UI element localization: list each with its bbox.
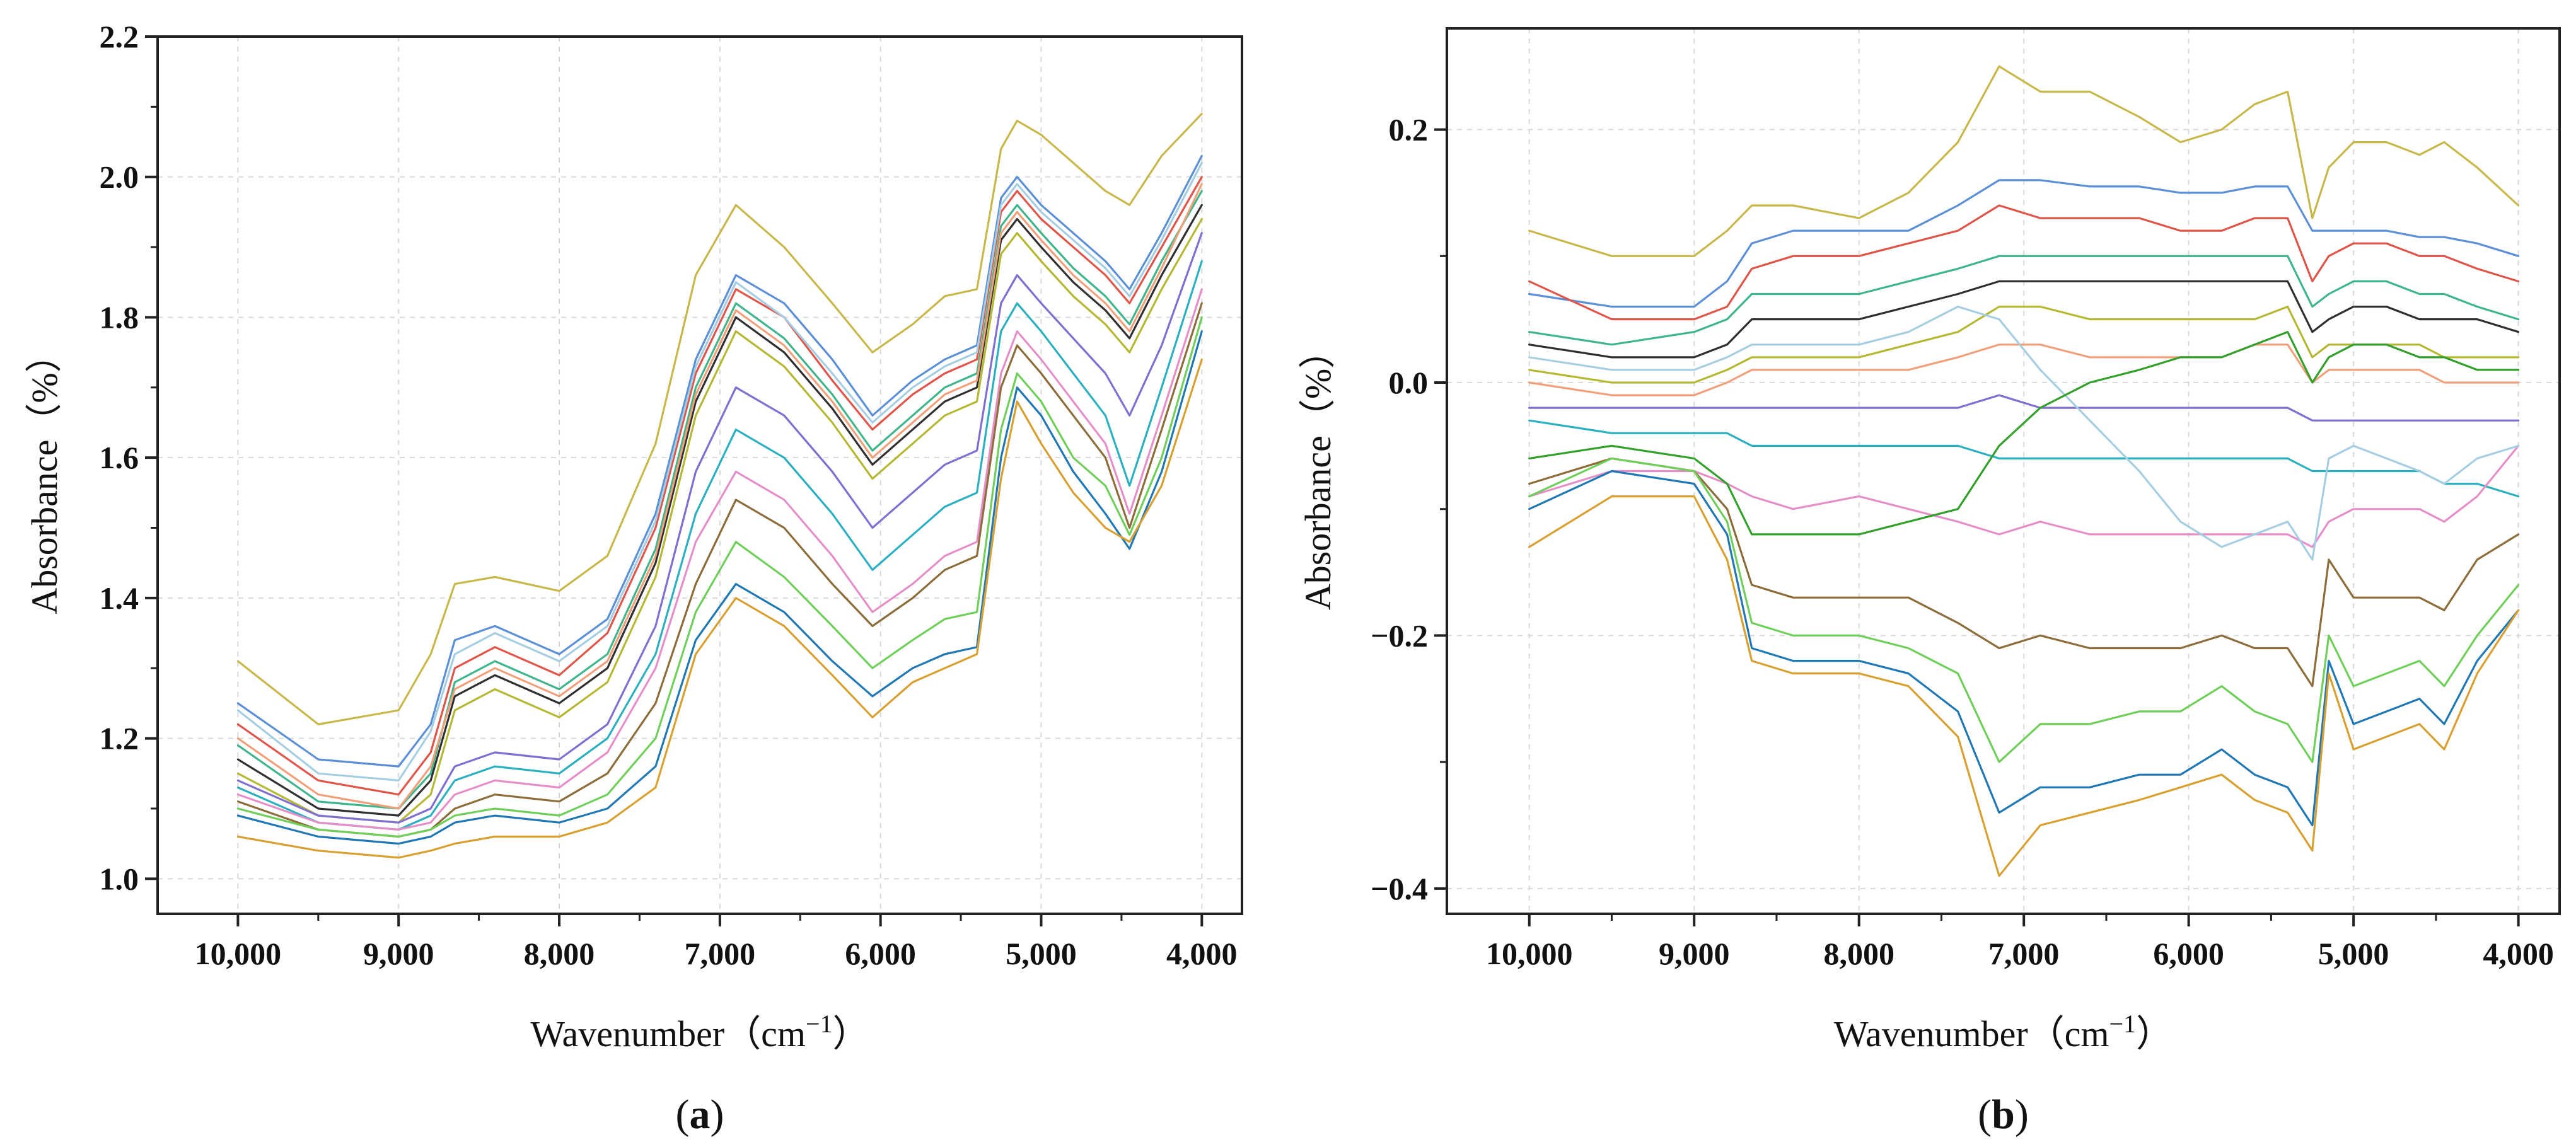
series-line — [236, 217, 1203, 824]
series-line — [236, 330, 1203, 845]
series-line — [236, 316, 1203, 838]
series-line — [1528, 280, 2520, 359]
y-tick-label: −0.4 — [1371, 871, 1428, 906]
series-line — [236, 302, 1203, 838]
series-line — [236, 204, 1203, 817]
x-tick-label: 6,000 — [2153, 936, 2224, 971]
x-axis-label-paren-open: （ — [2028, 1013, 2065, 1054]
x-axis-label: Wavenumber（cm−1） — [1834, 1010, 2173, 1055]
series-line — [1528, 65, 2520, 257]
axis-ticks: 10,000 9,000 8,000 7,000 6,000 5,000 4,000 −0.4… — [1371, 112, 2554, 971]
series-line — [1528, 179, 2520, 308]
x-axis-label-paren-close: ） — [2136, 1013, 2173, 1054]
x-tick-label: 5,000 — [2318, 936, 2389, 971]
x-tick-label: 8,000 — [1823, 936, 1894, 971]
y-tick-label: 0.0 — [1389, 365, 1429, 400]
plot-frame — [1446, 27, 2561, 915]
series-line — [236, 232, 1203, 824]
panel-label: (a) — [676, 1092, 724, 1138]
y-axis-label: Absorbance（%） — [24, 336, 65, 614]
x-axis-unit-exponent: −1 — [2109, 1010, 2137, 1038]
series-line — [236, 288, 1203, 831]
x-tick-label: 6,000 — [845, 936, 916, 971]
y-axis-label: Absorbance（%） — [1297, 332, 1338, 610]
y-tick-label: 1.4 — [100, 580, 139, 616]
x-axis-unit-exponent: −1 — [806, 1010, 833, 1038]
y-tick-label: 2.2 — [100, 19, 139, 54]
series-line — [1528, 495, 2520, 877]
series-line — [236, 190, 1203, 810]
series-line — [1528, 331, 2520, 536]
chart-panel-a: 10,000 9,000 8,000 7,000 6,000 5,000 4,000 1.0 1… — [24, 19, 1243, 1138]
series-line — [1528, 343, 2520, 396]
x-axis-unit: cm — [761, 1013, 806, 1054]
series-line — [1528, 204, 2520, 321]
series-line — [236, 161, 1203, 781]
series-line — [236, 112, 1203, 725]
x-tick-label: 9,000 — [1659, 936, 1730, 971]
y-tick-label: 1.6 — [100, 440, 139, 475]
x-tick-label: 9,000 — [363, 936, 434, 971]
series-line — [236, 260, 1203, 831]
series-line — [1528, 444, 2520, 548]
x-axis-label-paren-open: （ — [724, 1013, 761, 1054]
x-axis-label-paren-close: ） — [833, 1013, 869, 1054]
grid-lines — [158, 36, 1242, 914]
x-axis-label-text: Wavenumber — [1834, 1013, 2028, 1054]
chart-panel-b: 10,000 9,000 8,000 7,000 6,000 5,000 4,000 −0.4… — [1297, 27, 2561, 1138]
x-tick-label: 4,000 — [1166, 936, 1238, 971]
series-line — [1528, 419, 2520, 498]
panel-letter: a — [690, 1092, 711, 1138]
series-line — [1528, 457, 2520, 688]
y-tick-label: −0.2 — [1371, 618, 1428, 653]
axis-ticks: 10,000 9,000 8,000 7,000 6,000 5,000 4,000 1.0 1… — [100, 19, 1238, 971]
series-line — [236, 358, 1203, 859]
series-lines — [1528, 65, 2520, 877]
x-tick-label: 7,000 — [685, 936, 756, 971]
series-line — [1528, 394, 2520, 422]
y-tick-label: 1.8 — [100, 299, 139, 335]
y-tick-label: 1.0 — [100, 861, 139, 896]
series-line — [1528, 255, 2520, 346]
x-tick-label: 8,000 — [524, 936, 595, 971]
x-tick-label: 5,000 — [1006, 936, 1077, 971]
x-axis-unit: cm — [2065, 1013, 2109, 1054]
x-axis-label: Wavenumber（cm−1） — [530, 1010, 869, 1055]
y-tick-label: 0.2 — [1389, 112, 1429, 147]
panel-label: (b) — [1978, 1092, 2029, 1138]
x-tick-label: 4,000 — [2483, 936, 2554, 971]
series-lines — [236, 112, 1203, 859]
series-line — [1528, 457, 2520, 763]
series-line — [1528, 470, 2520, 827]
series-line — [236, 176, 1203, 796]
x-axis-label-text: Wavenumber — [530, 1013, 724, 1054]
x-tick-label: 10,000 — [1486, 936, 1573, 971]
x-tick-label: 10,000 — [195, 936, 282, 971]
series-line — [236, 183, 1203, 810]
y-tick-label: 1.2 — [100, 721, 139, 756]
x-tick-label: 7,000 — [1988, 936, 2060, 971]
panel-letter: b — [1992, 1092, 2015, 1138]
y-tick-label: 2.0 — [100, 159, 139, 195]
plot-frame — [156, 35, 1243, 915]
series-line — [236, 154, 1203, 768]
series-line — [1528, 306, 2520, 561]
